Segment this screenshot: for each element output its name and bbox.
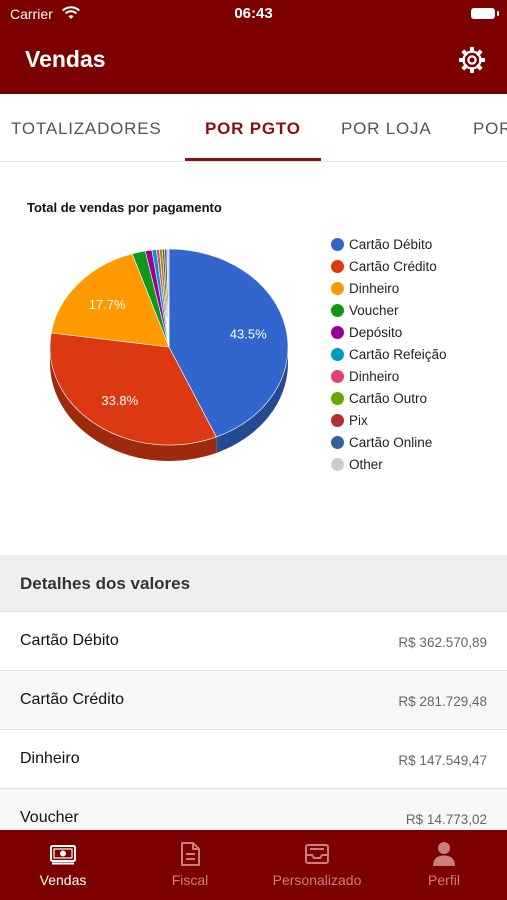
legend-item: Cartão Online (331, 431, 447, 453)
legend-swatch (331, 457, 344, 471)
pie-value-label: 17.7% (89, 297, 126, 312)
status-bar: Carrier 06:43 (0, 0, 507, 28)
pie-slice (168, 248, 289, 438)
pie-value-label: 43.5% (230, 326, 267, 341)
nav-fiscal[interactable]: Fiscal (127, 840, 253, 888)
pie-value-label: 33.8% (101, 393, 138, 408)
details-header: Detalhes dos valores (0, 555, 507, 612)
legend-label: Dinheiro (349, 280, 400, 296)
legend-swatch (331, 369, 344, 383)
tab-bar: TOTALIZADORES POR PGTO POR LOJA POR (0, 94, 507, 162)
legend-item: Cartão Débito (331, 233, 447, 255)
person-icon (433, 842, 455, 866)
detail-value: R$ 14.773,02 (405, 812, 487, 827)
chart-legend: Cartão Débito Cartão Crédito Dinheiro Vouch… (331, 233, 447, 475)
chart-title: Total de vendas por pagamento (27, 200, 222, 215)
pie-slice (50, 253, 170, 348)
legend-swatch (331, 325, 344, 339)
details-title: Detalhes dos valores (20, 574, 191, 593)
nav-label: Fiscal (171, 872, 209, 888)
tab-por-loja[interactable]: POR LOJA (341, 119, 432, 138)
active-tab-indicator (185, 158, 321, 161)
pie-slice-side (216, 347, 288, 453)
legend-swatch (331, 281, 344, 295)
tab-por-more[interactable]: POR (473, 119, 507, 138)
clock: 06:43 (234, 5, 273, 22)
nav-label: Personalizado (272, 872, 362, 888)
detail-name: Cartão Crédito (20, 691, 125, 708)
detail-name: Cartão Débito (20, 632, 119, 649)
legend-label: Cartão Refeição (349, 346, 447, 362)
legend-item: Dinheiro (331, 277, 447, 299)
legend-swatch (331, 237, 344, 251)
legend-label: Dinheiro (349, 368, 400, 384)
legend-swatch (331, 391, 344, 405)
legend-label: Voucher (349, 302, 399, 318)
nav-personalizado[interactable]: Personalizado (254, 840, 380, 888)
legend-swatch (331, 347, 344, 361)
detail-row-dinheiro[interactable]: Dinheiro R$ 147.549,47 (0, 730, 507, 789)
legend-label: Cartão Online (349, 434, 433, 450)
chart-card: Total de vendas por pagamento 43.5% 33.8%… (0, 163, 507, 555)
legend-item: Cartão Crédito (331, 255, 447, 277)
nav-label: Perfil (428, 872, 460, 888)
legend-label: Cartão Crédito (349, 258, 437, 274)
detail-row-cartao-debito[interactable]: Cartão Débito R$ 362.570,89 (0, 612, 507, 671)
detail-row-cartao-credito[interactable]: Cartão Crédito R$ 281.729,48 (0, 671, 507, 730)
nav-vendas[interactable]: Vendas (0, 840, 126, 888)
legend-swatch (331, 259, 344, 273)
app-header: Vendas (0, 28, 507, 94)
nav-perfil[interactable]: Perfil (381, 840, 507, 888)
document-icon (181, 842, 200, 866)
money-icon (50, 845, 76, 865)
tab-por-pgto[interactable]: POR PGTO (205, 119, 301, 138)
detail-value: R$ 362.570,89 (398, 635, 487, 650)
tab-totalizadores[interactable]: TOTALIZADORES (11, 119, 162, 138)
pie-slice (49, 332, 217, 446)
detail-value: R$ 147.549,47 (398, 753, 487, 768)
legend-label: Cartão Débito (349, 236, 433, 252)
gear-icon[interactable] (457, 45, 487, 75)
pie-slice-side (50, 347, 217, 461)
legend-label: Cartão Outro (349, 390, 428, 406)
legend-item: Depósito (331, 321, 447, 343)
carrier-label: Carrier (10, 6, 53, 22)
wifi-icon (62, 6, 80, 19)
legend-swatch (331, 413, 344, 427)
inbox-icon (305, 844, 329, 864)
detail-name: Dinheiro (20, 750, 80, 767)
pie-slice (166, 248, 170, 348)
page-title: Vendas (25, 46, 106, 72)
legend-item: Other (331, 453, 447, 475)
detail-name: Voucher (20, 809, 79, 826)
legend-label: Depósito (349, 324, 403, 340)
battery-icon (471, 8, 499, 19)
legend-swatch (331, 303, 344, 317)
legend-label: Other (349, 456, 383, 472)
pie-chart: 43.5% 33.8% 17.7% (49, 248, 289, 461)
legend-label: Pix (349, 412, 368, 428)
legend-item: Dinheiro (331, 365, 447, 387)
legend-swatch (331, 435, 344, 449)
bottom-nav: Vendas Fiscal Personalizado Perfil (0, 830, 507, 900)
detail-value: R$ 281.729,48 (398, 694, 487, 709)
nav-label: Vendas (39, 872, 87, 888)
legend-item: Voucher (331, 299, 447, 321)
legend-item: Pix (331, 409, 447, 431)
legend-item: Cartão Refeição (331, 343, 447, 365)
legend-item: Cartão Outro (331, 387, 447, 409)
